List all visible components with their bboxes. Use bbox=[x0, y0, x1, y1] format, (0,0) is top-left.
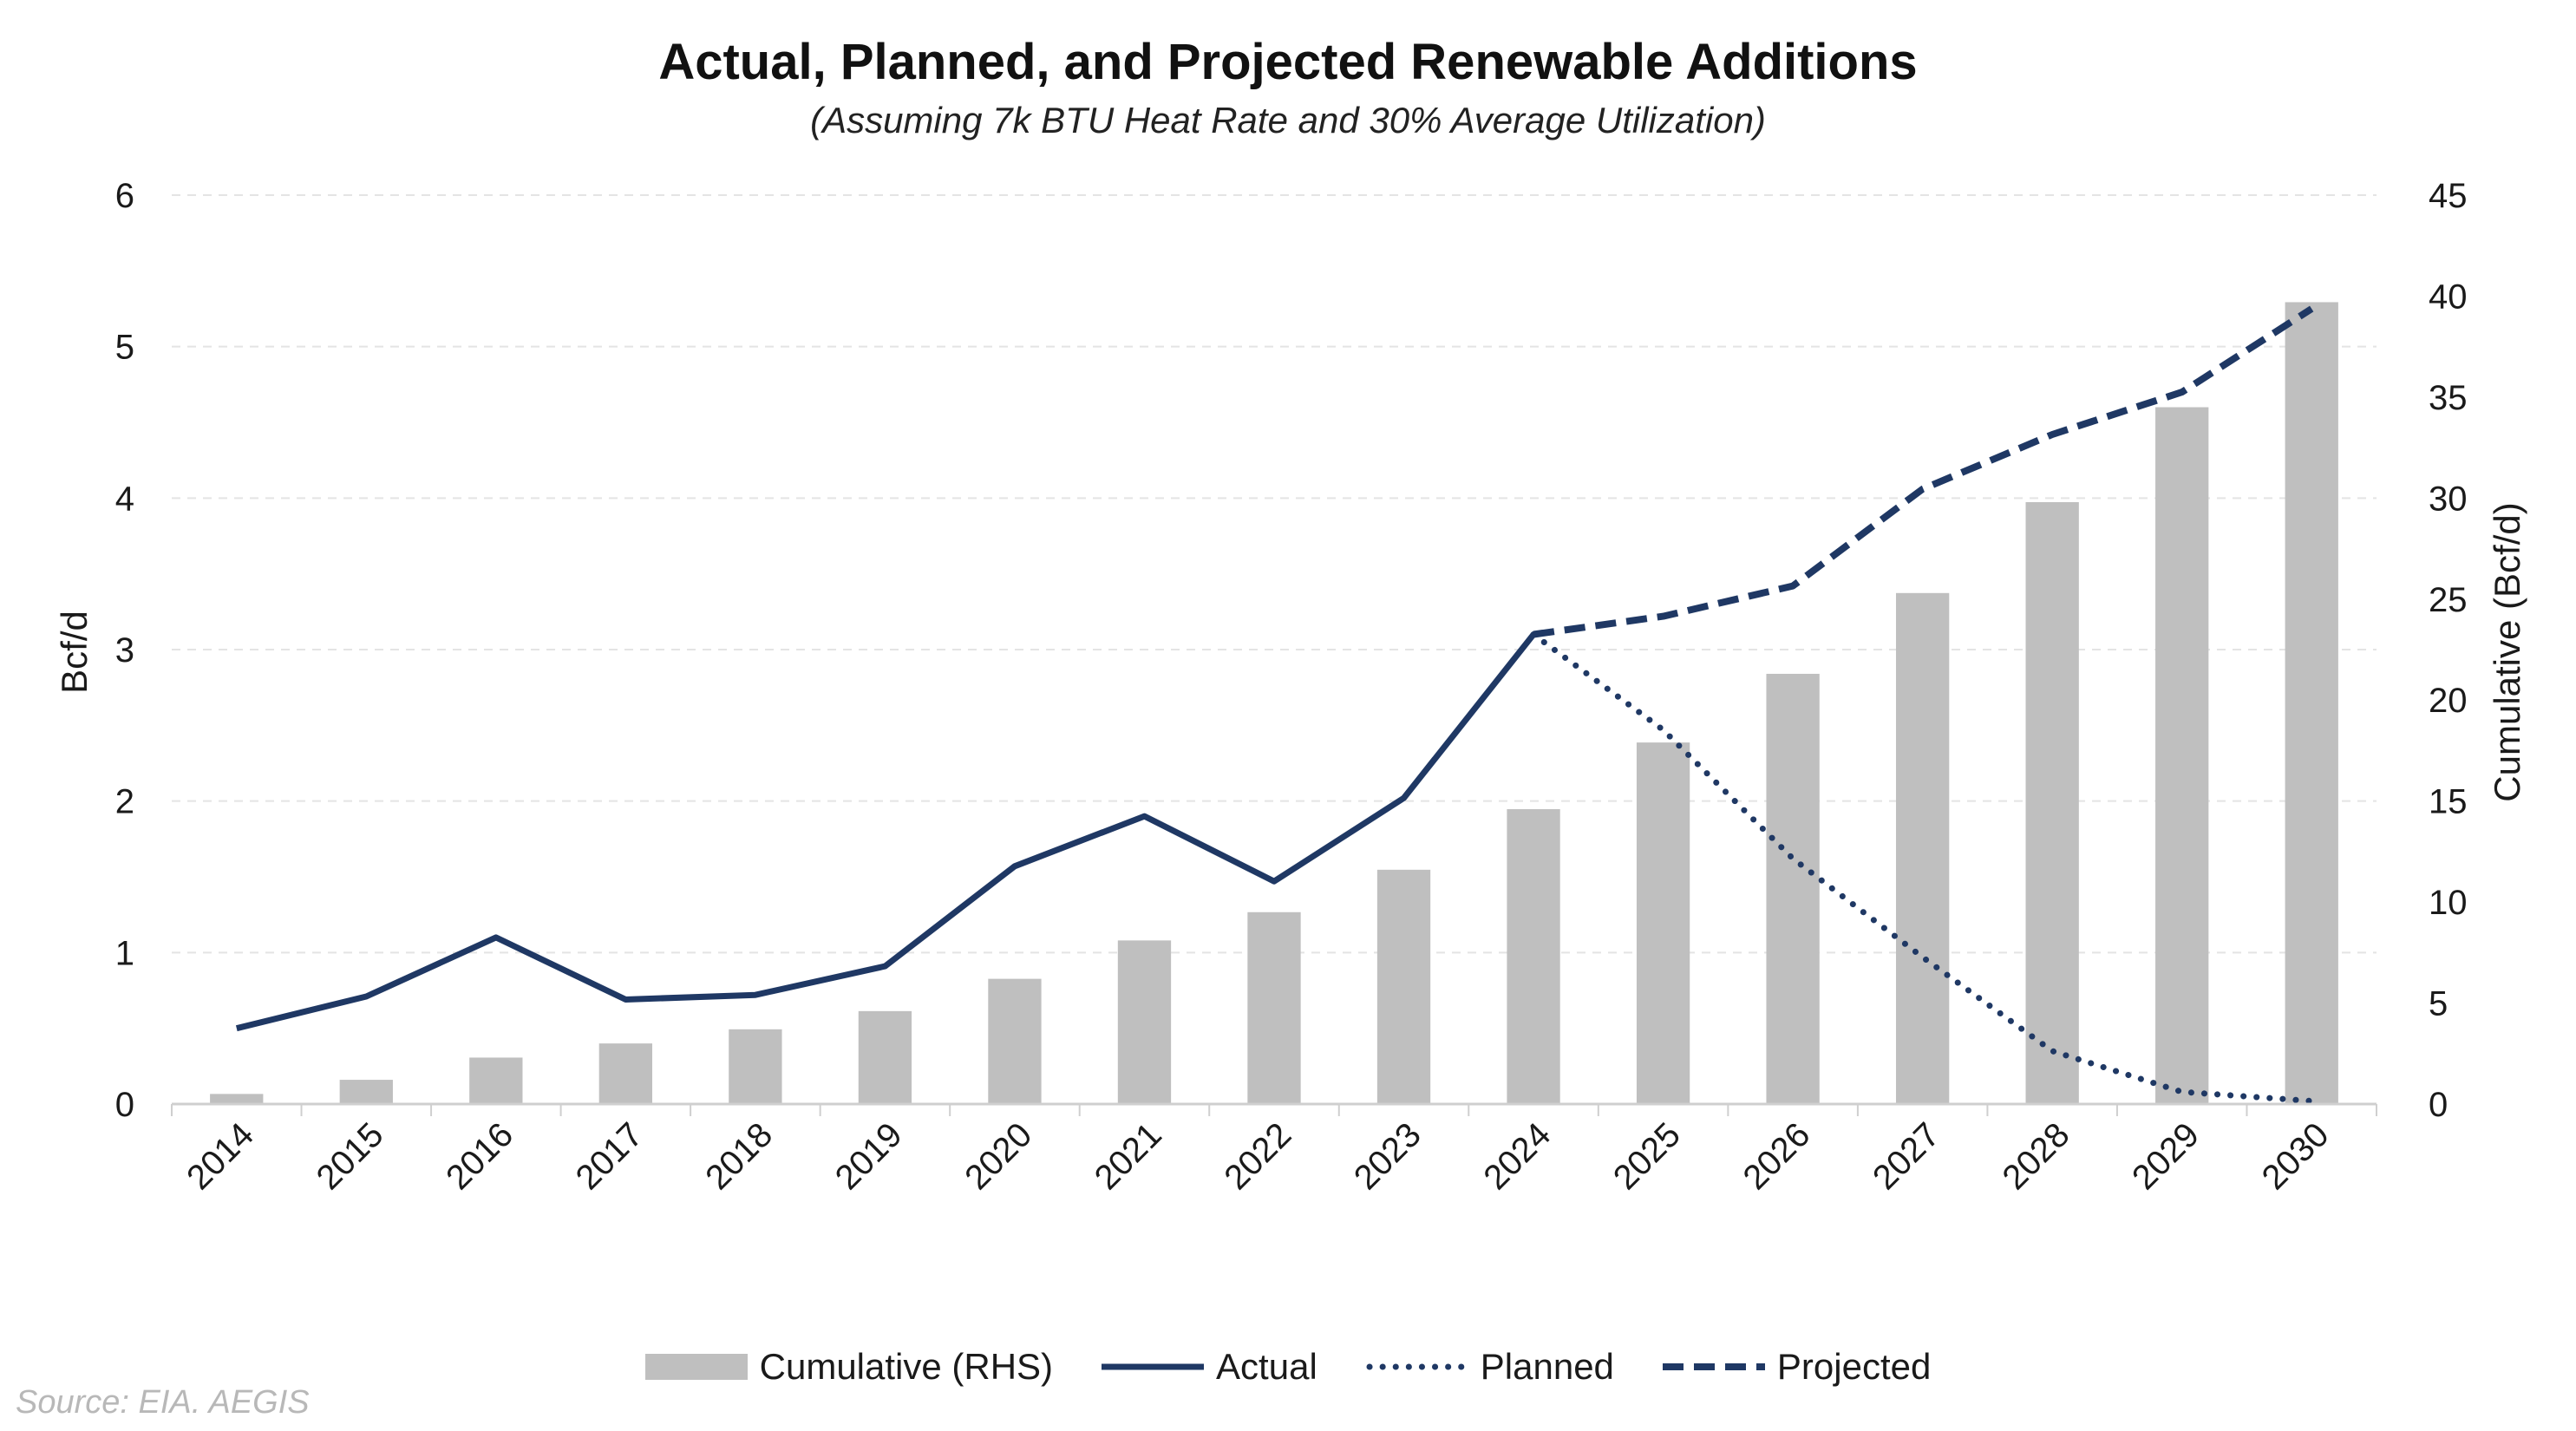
legend-label-planned: Planned bbox=[1480, 1346, 1614, 1387]
x-tick-label: 2021 bbox=[1088, 1115, 1169, 1197]
chart-subtitle: (Assuming 7k BTU Heat Rate and 30% Avera… bbox=[810, 100, 1766, 140]
x-tick-label: 2019 bbox=[828, 1115, 910, 1197]
x-tick-label: 2028 bbox=[1996, 1115, 2077, 1197]
bar-cumulative bbox=[988, 978, 1042, 1104]
legend-swatch-solid-line bbox=[1102, 1363, 1205, 1370]
y-tick-label-right: 0 bbox=[2429, 1086, 2448, 1124]
y-axis-label-left: Bcf/d bbox=[54, 611, 95, 694]
x-tick-label: 2027 bbox=[1866, 1115, 1947, 1197]
bar-cumulative bbox=[1895, 592, 1950, 1104]
y-tick-label-right: 40 bbox=[2429, 278, 2468, 316]
bar-cumulative bbox=[1117, 940, 1172, 1104]
x-tick-label: 2017 bbox=[569, 1115, 651, 1197]
x-tick-label: 2023 bbox=[1347, 1115, 1429, 1197]
legend-swatch-dotted-line bbox=[1366, 1363, 1468, 1370]
y-tick-label-right: 20 bbox=[2429, 682, 2468, 720]
x-tick-label: 2016 bbox=[439, 1115, 520, 1197]
source-note: Source: EIA. AEGIS bbox=[16, 1384, 310, 1421]
bar-cumulative bbox=[1766, 673, 1820, 1104]
bar-cumulative bbox=[2285, 302, 2338, 1104]
line-series-projected bbox=[1533, 305, 2314, 638]
legend-swatch-dashed-line bbox=[1662, 1363, 1765, 1370]
y-tick-label-right: 30 bbox=[2429, 480, 2468, 518]
bar-cumulative bbox=[2155, 407, 2209, 1104]
x-tick-label: 2018 bbox=[698, 1115, 780, 1197]
y-tick-label-right: 25 bbox=[2429, 581, 2468, 619]
bar-cumulative bbox=[339, 1080, 393, 1104]
legend-item-actual: Actual bbox=[1102, 1346, 1317, 1388]
bar-cumulative bbox=[1247, 912, 1301, 1104]
y-tick-label-left: 2 bbox=[115, 783, 134, 821]
line-series bbox=[235, 305, 2315, 1104]
legend-swatch-bar bbox=[644, 1354, 748, 1380]
gridlines bbox=[172, 194, 2377, 954]
x-tick-label: 2025 bbox=[1606, 1115, 1688, 1197]
x-tick-label: 2022 bbox=[1217, 1115, 1298, 1197]
bar-cumulative bbox=[598, 1043, 653, 1104]
y-tick-label-left: 1 bbox=[115, 934, 134, 972]
legend-label-actual: Actual bbox=[1216, 1346, 1317, 1387]
y-tick-label-right: 10 bbox=[2429, 884, 2468, 922]
bar-cumulative bbox=[1636, 742, 1690, 1104]
bar-cumulative bbox=[1376, 869, 1431, 1104]
y-axis-label-right: Cumulative (Bcf/d) bbox=[2487, 502, 2527, 801]
y-tick-label-right: 5 bbox=[2429, 985, 2448, 1023]
y-tick-label-left: 5 bbox=[115, 329, 134, 367]
legend-label-cumulative: Cumulative (RHS) bbox=[759, 1346, 1054, 1387]
x-tick-label: 2029 bbox=[2125, 1115, 2207, 1197]
y-tick-label-left: 4 bbox=[115, 480, 134, 518]
y-tick-label-right: 45 bbox=[2429, 177, 2468, 215]
y-tick-label-left: 3 bbox=[115, 631, 134, 670]
bar-cumulative bbox=[858, 1010, 912, 1104]
legend-label-projected: Projected bbox=[1776, 1346, 1932, 1387]
line-series-actual bbox=[235, 632, 1536, 1032]
bar-cumulative bbox=[2025, 501, 2079, 1104]
x-tick-label: 2026 bbox=[1736, 1115, 1817, 1197]
bar-cumulative bbox=[469, 1057, 523, 1104]
legend-item-planned: Planned bbox=[1366, 1346, 1614, 1388]
y-tick-label-right: 15 bbox=[2429, 783, 2468, 821]
bar-cumulative bbox=[210, 1094, 264, 1104]
x-tick-label: 2014 bbox=[180, 1115, 261, 1197]
legend-item-cumulative: Cumulative (RHS) bbox=[644, 1346, 1054, 1388]
legend-item-projected: Projected bbox=[1662, 1346, 1932, 1388]
y-tick-label-left: 0 bbox=[115, 1086, 134, 1124]
bar-series-cumulative bbox=[210, 302, 2338, 1104]
x-tick-label: 2015 bbox=[310, 1115, 391, 1197]
y-tick-label-right: 35 bbox=[2429, 379, 2468, 417]
legend: Cumulative (RHS) Actual Planned Projecte… bbox=[0, 1346, 2576, 1388]
x-tick-label: 2024 bbox=[1476, 1115, 1558, 1197]
chart-title: Actual, Planned, and Projected Renewable… bbox=[658, 34, 1918, 90]
bar-cumulative bbox=[1507, 808, 1560, 1104]
x-tick-label: 2020 bbox=[958, 1115, 1039, 1197]
bar-cumulative bbox=[729, 1029, 782, 1104]
y-tick-label-left: 6 bbox=[115, 177, 134, 215]
x-tick-label: 2030 bbox=[2255, 1115, 2337, 1197]
